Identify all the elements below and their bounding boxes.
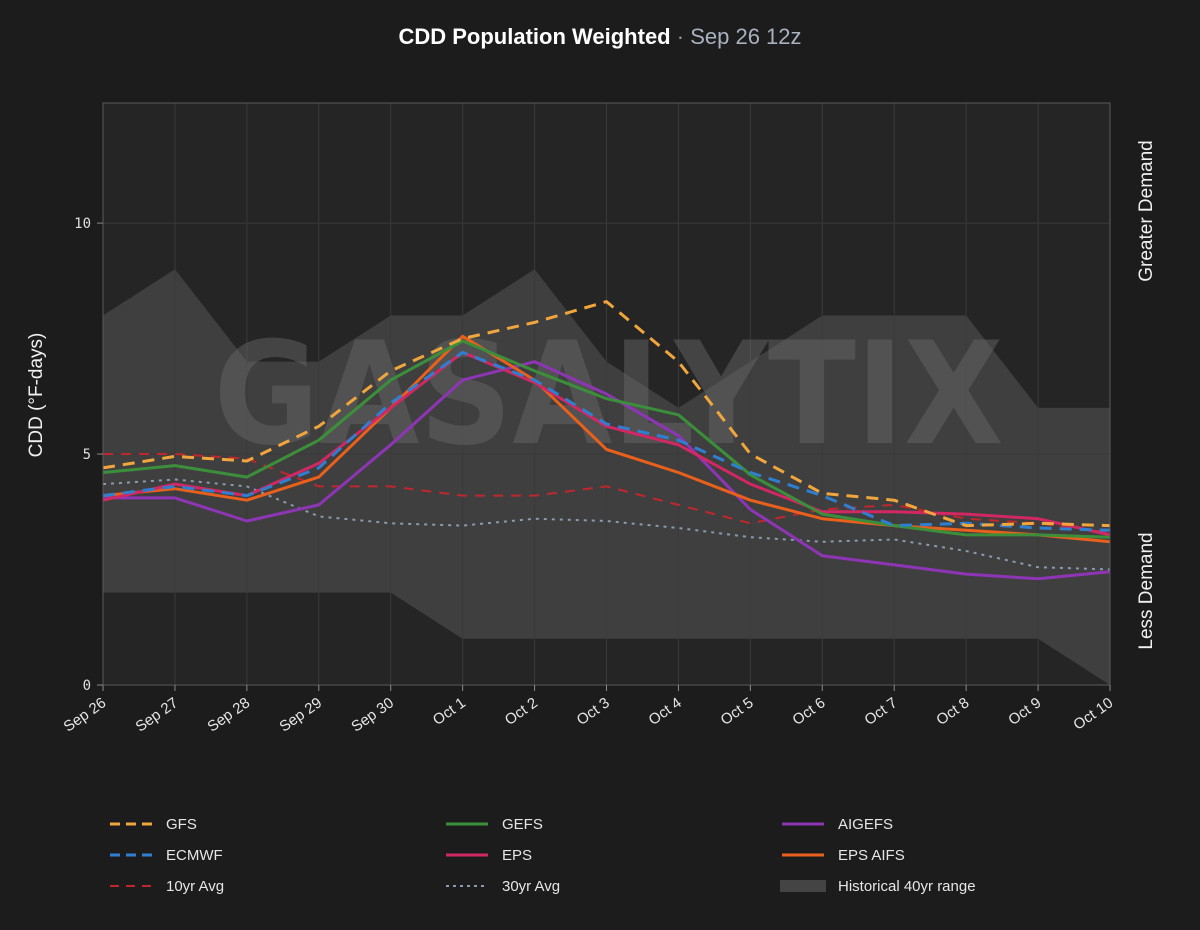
x-tick-label: Oct 9	[1005, 694, 1044, 728]
x-tick-label: Oct 3	[574, 694, 613, 728]
legend-item-30yr-avg[interactable]: 30yr Avg	[444, 874, 560, 898]
series-line-ecmwf	[102, 350, 1111, 532]
legend-label: 10yr Avg	[166, 877, 225, 895]
legend-swatch	[782, 853, 824, 857]
legend-item-gefs[interactable]: GEFS	[444, 812, 543, 836]
chart-legend: GFS GEFS AIGEFS ECMWF EPS EPS AIFS 10yr Avg 30y…	[108, 812, 1108, 902]
x-tick-label: Oct 4	[646, 694, 685, 728]
chart-title-main: CDD Population Weighted	[398, 24, 671, 49]
x-tick-label: Sep 26	[61, 694, 110, 735]
series-line-30yr-avg	[102, 478, 1111, 571]
legend-item-gfs[interactable]: GFS	[108, 812, 197, 836]
y-tick-label: 0	[83, 678, 91, 694]
legend-swatch	[110, 885, 152, 887]
x-tick-label: Oct 8	[933, 694, 972, 728]
legend-swatch	[110, 822, 152, 826]
x-tick-label: Oct 7	[861, 694, 900, 728]
legend-item-10yr-avg[interactable]: 10yr Avg	[108, 874, 224, 898]
x-axis-ticks: Sep 26 Sep 27 Sep 28 Sep 29 Sep 30 Oct 1 Oct 2…	[61, 685, 1116, 736]
less-demand-label: Less Demand	[1136, 532, 1157, 649]
y-axis-title: CDD (°F-days)	[26, 333, 47, 458]
x-tick-label: Sep 28	[204, 694, 253, 735]
chart-title-run: Sep 26 12z	[690, 24, 802, 49]
legend-item-ecmwf[interactable]: ECMWF	[108, 843, 223, 867]
legend-label: Historical 40yr range	[838, 877, 976, 895]
legend-item-eps-aifs[interactable]: EPS AIFS	[780, 843, 905, 867]
y-tick-label: 10	[74, 216, 91, 232]
legend-swatch	[446, 822, 488, 826]
legend-item-historical-40yr-range[interactable]: Historical 40yr range	[780, 874, 976, 898]
legend-swatch	[782, 822, 824, 826]
legend-label: EPS AIFS	[838, 846, 905, 864]
x-tick-label: Sep 30	[348, 694, 397, 735]
x-tick-label: Sep 27	[133, 694, 182, 735]
legend-label: EPS	[502, 846, 533, 864]
series-line-aigefs	[103, 360, 1111, 581]
x-tick-label: Oct 5	[718, 694, 757, 728]
x-tick-label: Oct 2	[502, 694, 541, 728]
greater-demand-label: Greater Demand	[1136, 140, 1157, 282]
chart-title: CDD Population Weighted · Sep 26 12z	[0, 24, 1200, 50]
x-tick-label: Oct 6	[789, 694, 828, 728]
legend-item-eps[interactable]: EPS	[444, 843, 532, 867]
series-line-gfs	[102, 300, 1111, 528]
legend-label: GEFS	[502, 815, 543, 833]
legend-label: ECMWF	[166, 846, 223, 864]
legend-swatch	[110, 853, 152, 857]
legend-label: GFS	[166, 815, 197, 833]
legend-label: 30yr Avg	[502, 877, 561, 895]
x-tick-label: Oct 1	[430, 694, 469, 728]
series-line-gefs	[102, 339, 1111, 539]
y-tick-label: 5	[83, 447, 91, 463]
chart-title-separator: ·	[676, 24, 685, 49]
legend-item-aigefs[interactable]: AIGEFS	[780, 812, 893, 836]
legend-swatch	[780, 880, 826, 892]
legend-swatch	[446, 853, 488, 857]
legend-swatch	[446, 885, 488, 887]
series-line-eps-aifs	[102, 334, 1111, 544]
x-tick-label: Oct 10	[1070, 694, 1116, 733]
series-lines	[102, 300, 1111, 581]
legend-label: AIGEFS	[838, 815, 894, 833]
y-axis-ticks: 0 5 10	[74, 216, 103, 694]
x-tick-label: Sep 29	[276, 694, 325, 735]
